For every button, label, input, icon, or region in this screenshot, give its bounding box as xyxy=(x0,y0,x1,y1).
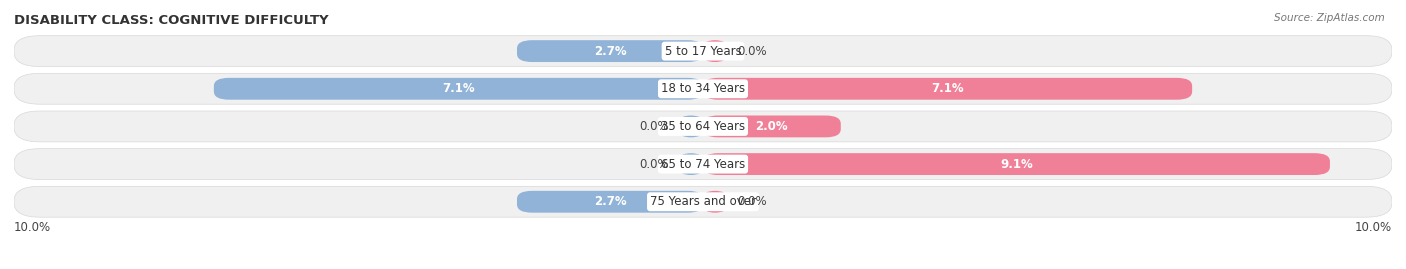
Text: 0.0%: 0.0% xyxy=(638,120,669,133)
FancyBboxPatch shape xyxy=(517,191,703,213)
Text: 9.1%: 9.1% xyxy=(1000,158,1033,171)
FancyBboxPatch shape xyxy=(14,111,1392,142)
FancyBboxPatch shape xyxy=(703,191,727,213)
Text: 0.0%: 0.0% xyxy=(738,45,768,58)
Text: 0.0%: 0.0% xyxy=(738,195,768,208)
Text: 2.7%: 2.7% xyxy=(593,45,626,58)
FancyBboxPatch shape xyxy=(679,153,703,175)
FancyBboxPatch shape xyxy=(703,78,1192,100)
FancyBboxPatch shape xyxy=(214,78,703,100)
Text: 2.0%: 2.0% xyxy=(755,120,789,133)
Text: 35 to 64 Years: 35 to 64 Years xyxy=(661,120,745,133)
FancyBboxPatch shape xyxy=(703,40,727,62)
FancyBboxPatch shape xyxy=(14,73,1392,104)
Text: 10.0%: 10.0% xyxy=(1355,221,1392,233)
Text: 0.0%: 0.0% xyxy=(638,158,669,171)
Text: Source: ZipAtlas.com: Source: ZipAtlas.com xyxy=(1274,13,1385,23)
FancyBboxPatch shape xyxy=(14,149,1392,179)
FancyBboxPatch shape xyxy=(517,40,703,62)
FancyBboxPatch shape xyxy=(703,153,1330,175)
Text: 2.7%: 2.7% xyxy=(593,195,626,208)
Text: 7.1%: 7.1% xyxy=(441,82,475,95)
FancyBboxPatch shape xyxy=(679,115,703,137)
FancyBboxPatch shape xyxy=(14,36,1392,66)
Text: 18 to 34 Years: 18 to 34 Years xyxy=(661,82,745,95)
Text: 7.1%: 7.1% xyxy=(931,82,965,95)
Text: 65 to 74 Years: 65 to 74 Years xyxy=(661,158,745,171)
Text: 5 to 17 Years: 5 to 17 Years xyxy=(665,45,741,58)
FancyBboxPatch shape xyxy=(14,186,1392,217)
FancyBboxPatch shape xyxy=(703,115,841,137)
Text: 10.0%: 10.0% xyxy=(14,221,51,233)
Text: 75 Years and over: 75 Years and over xyxy=(650,195,756,208)
Text: DISABILITY CLASS: COGNITIVE DIFFICULTY: DISABILITY CLASS: COGNITIVE DIFFICULTY xyxy=(14,14,329,27)
